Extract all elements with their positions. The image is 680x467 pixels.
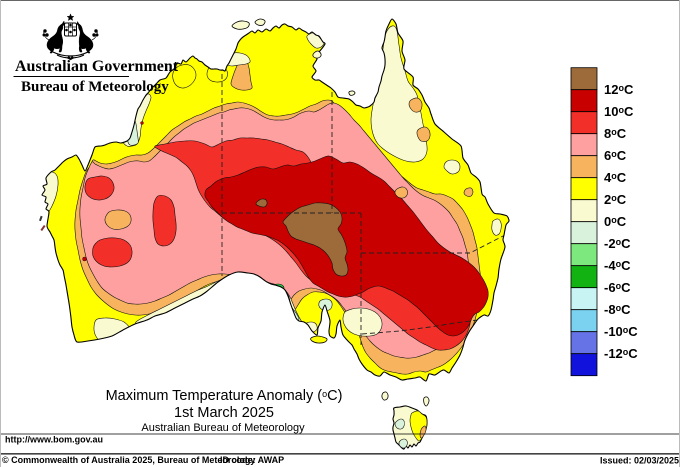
svg-text:-2oC: -2oC <box>604 236 631 251</box>
svg-text:2oC: 2oC <box>604 192 627 207</box>
svg-text:6oC: 6oC <box>604 148 627 163</box>
svg-text:Maximum Temperature Anomaly (o: Maximum Temperature Anomaly (oC) <box>106 388 343 404</box>
svg-text:ID code: AWAP: ID code: AWAP <box>220 455 284 465</box>
svg-text:1st March 2025: 1st March 2025 <box>174 405 274 421</box>
svg-text:-12oC: -12oC <box>604 346 638 361</box>
svg-text:-10oC: -10oC <box>604 324 638 339</box>
svg-text:Australian Government: Australian Government <box>15 58 179 75</box>
svg-text:Issued: 02/03/2025: Issued: 02/03/2025 <box>600 456 679 466</box>
svg-text:12oC: 12oC <box>604 82 634 97</box>
svg-text:8oC: 8oC <box>604 126 627 141</box>
svg-text:4oC: 4oC <box>604 170 627 185</box>
svg-text:Bureau of Meteorology: Bureau of Meteorology <box>21 79 169 95</box>
svg-text:0oC: 0oC <box>604 214 627 229</box>
svg-text:-4oC: -4oC <box>604 258 631 273</box>
svg-text:-8oC: -8oC <box>604 302 631 317</box>
svg-text:© Commonwealth of Australia 20: © Commonwealth of Australia 2025, Bureau… <box>2 455 255 465</box>
svg-text:Australian Bureau of Meteorolo: Australian Bureau of Meteorology <box>141 422 305 434</box>
svg-text:-6oC: -6oC <box>604 280 631 295</box>
svg-text:10oC: 10oC <box>604 104 634 119</box>
svg-text:http://www.bom.gov.au: http://www.bom.gov.au <box>5 435 103 445</box>
